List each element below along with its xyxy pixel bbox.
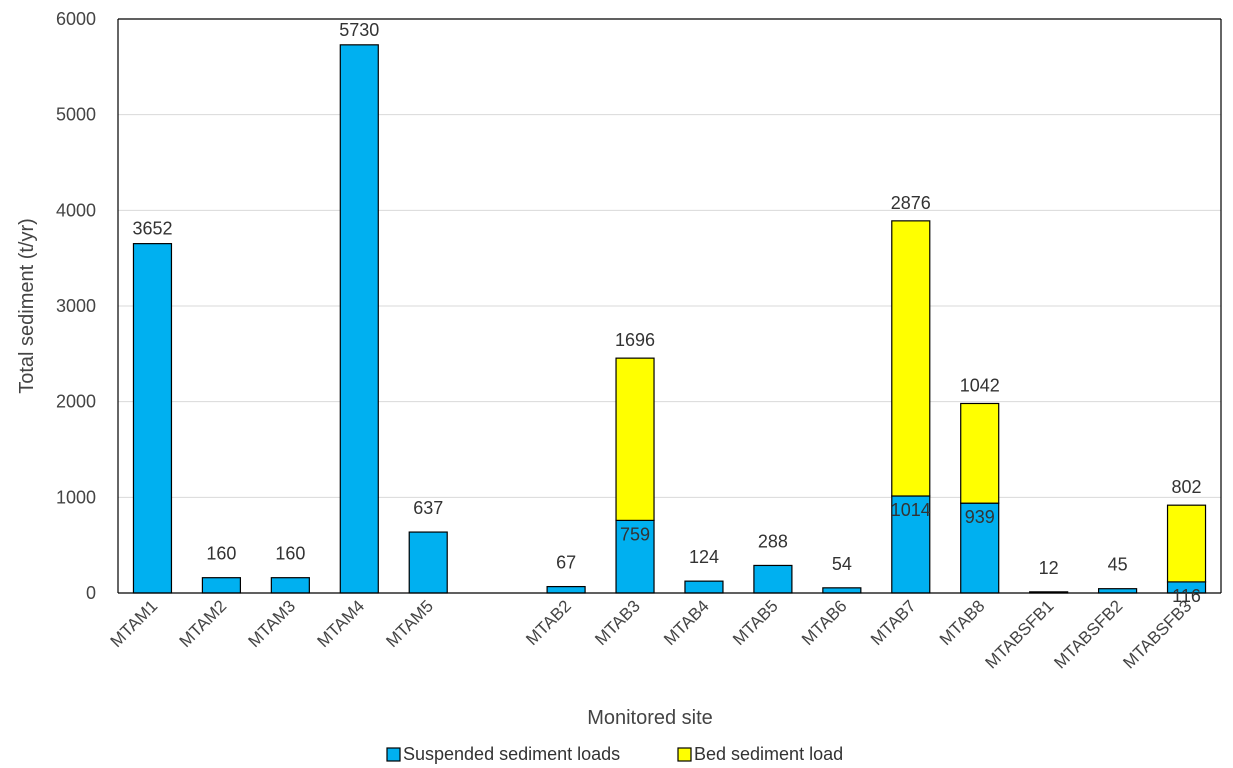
data-label-suspended-mtab3: 759: [620, 524, 650, 544]
data-label-suspended-mtab2: 67: [556, 553, 576, 573]
bars: [132, 44, 1207, 594]
bar-suspended-mtam4: [339, 44, 379, 594]
data-label-bed-mtab3: 1696: [615, 330, 655, 350]
bar-bed-mtabsfb3: [1166, 504, 1207, 583]
x-tick-label: MTAB5: [729, 596, 782, 649]
data-label-suspended-mtabsfb3: 116: [1172, 586, 1201, 606]
x-tick-label: MTAM2: [176, 596, 231, 651]
gridlines: [118, 18, 1221, 498]
x-tick-label: MTAB3: [591, 596, 644, 649]
y-tick-label: 1000: [56, 487, 96, 507]
y-tick-label: 0: [86, 583, 96, 603]
bar-suspended-mtab5: [753, 564, 793, 594]
y-tick-label: 5000: [56, 105, 96, 125]
x-tick-label: MTABSFB2: [1050, 596, 1126, 672]
y-tick-label: 3000: [56, 296, 96, 316]
bar-suspended-mtab8: [960, 502, 1000, 594]
bar-suspended-mtam3: [270, 577, 310, 594]
bar-bed-mtab7: [891, 220, 931, 497]
data-label-bed-mtab8: 1042: [960, 375, 1000, 395]
x-tick-label: MTAM5: [382, 596, 437, 651]
x-tick-label: MTAB8: [936, 596, 989, 649]
legend-label-bed: Bed sediment load: [694, 744, 843, 764]
legend-label-suspended: Suspended sediment loads: [403, 744, 620, 764]
data-label-suspended-mtab8: 939: [965, 507, 995, 527]
y-tick-label: 6000: [56, 9, 96, 29]
bar-suspended-mtab6: [822, 587, 862, 594]
data-label-suspended-mtab7: 1014: [891, 500, 931, 520]
bar-suspended-mtab7: [891, 495, 931, 594]
y-tick-label: 4000: [56, 200, 96, 220]
data-label-suspended-mtam3: 160: [275, 544, 305, 564]
legend-swatch-bed: [677, 747, 692, 762]
data-label-suspended-mtam4: 5730: [339, 20, 379, 40]
bar-suspended-mtam1: [132, 243, 173, 594]
x-tick-label: MTAB4: [660, 596, 713, 649]
bar-suspended-mtab2: [546, 585, 586, 594]
data-label-suspended-mtam2: 160: [206, 544, 236, 564]
bar-suspended-mtabsfb2: [1097, 588, 1138, 594]
x-tick-label: MTAM4: [313, 596, 368, 651]
bar-suspended-mtam2: [201, 577, 242, 594]
y-tick-label: 2000: [56, 392, 96, 412]
y-axis-title: Total sediment (t/yr): [16, 218, 38, 394]
x-tick-label: MTABSFB1: [981, 596, 1057, 672]
data-label-suspended-mtam1: 3652: [132, 219, 172, 239]
x-tick-label: MTAM3: [245, 596, 300, 651]
data-label-bed-mtabsfb3: 802: [1172, 477, 1202, 497]
bar-bed-mtab3: [615, 357, 655, 521]
x-tick-label: MTABSFB3: [1119, 596, 1195, 672]
data-label-suspended-mtab5: 288: [758, 531, 788, 551]
data-label-suspended-mtab4: 124: [689, 547, 719, 567]
legend: Suspended sediment loads Bed sediment lo…: [386, 744, 843, 764]
data-labels: 3652 160 160 5730 637 67 1696 759 124 288 54 2876 10…: [132, 20, 1201, 606]
data-label-suspended-mtam5: 637: [413, 498, 443, 518]
x-tick-label: MTAM1: [107, 596, 162, 651]
bar-suspended-mtam5: [408, 531, 448, 594]
x-tick-label: MTAB7: [867, 596, 920, 649]
data-label-bed-mtab7: 2876: [891, 193, 931, 213]
x-tick-label: MTAB6: [798, 596, 851, 649]
data-label-suspended-mtabsfb2: 45: [1108, 555, 1128, 575]
data-label-suspended-mtab6: 54: [832, 554, 852, 574]
legend-swatch-suspended: [386, 747, 401, 762]
x-tick-label: MTAB2: [522, 596, 575, 649]
data-label-suspended-mtabsfb1: 12: [1039, 558, 1059, 578]
bar-suspended-mtab4: [684, 580, 724, 594]
x-axis-title: Monitored site: [587, 707, 713, 729]
bar-bed-mtab8: [960, 402, 1000, 504]
